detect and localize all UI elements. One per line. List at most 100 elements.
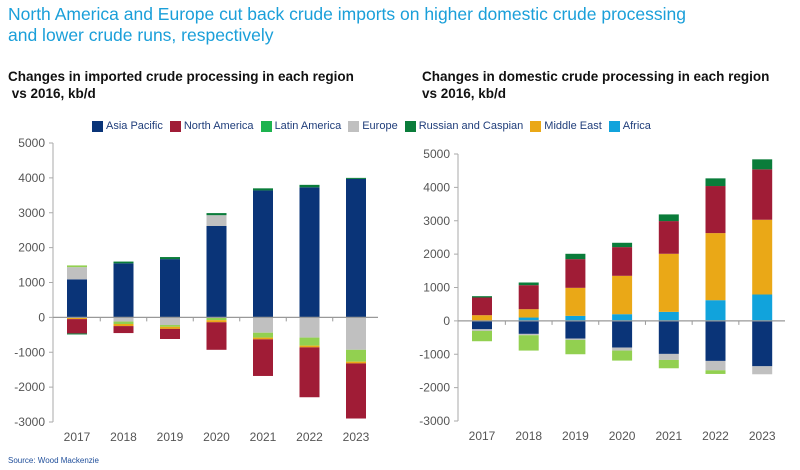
legend-swatch <box>169 120 181 132</box>
x-tick-label: 2023 <box>749 429 776 443</box>
legend-item: Asia Pacific <box>92 120 163 132</box>
bar-segment-asia-pacific <box>206 226 227 318</box>
y-tick-label: 4000 <box>18 171 45 185</box>
bar-segment-africa <box>705 300 726 321</box>
bar-segment-north-america <box>346 363 366 419</box>
bar-segment-middle-east <box>206 320 227 323</box>
legend-label: Asia Pacific <box>106 120 163 132</box>
bar-segment-latin-america <box>658 359 679 369</box>
bar-segment-europe <box>67 267 87 280</box>
title-line-2: and lower crude runs, respectively <box>8 25 274 45</box>
bar-segment-middle-east <box>472 315 492 321</box>
y-tick-label: 4000 <box>423 180 450 194</box>
bar-segment-europe <box>705 360 726 371</box>
y-tick-label: 0 <box>38 310 45 324</box>
x-tick-label: 2017 <box>469 429 496 443</box>
x-tick-label: 2022 <box>702 429 729 443</box>
bar-segment-latin-america <box>612 350 633 361</box>
x-tick-label: 2020 <box>203 430 230 444</box>
bar-segment-asia-pacific <box>160 259 180 318</box>
bar-segment-latin-america <box>113 321 134 325</box>
bar-segment-latin-america <box>253 332 273 338</box>
bar-segment-europe <box>565 338 586 340</box>
bar-segment-europe <box>612 347 633 351</box>
bar-segment-latin-america <box>518 335 539 351</box>
bar-segment-latin-america <box>160 325 180 327</box>
bar-segment-asia-pacific <box>299 187 320 318</box>
x-tick-label: 2017 <box>64 430 91 444</box>
bar-segment-north-america <box>472 297 492 316</box>
bar-segment-asia-pacific <box>705 320 726 361</box>
bar-segment-africa <box>658 311 679 321</box>
y-tick-label: 3000 <box>423 214 450 228</box>
bar-segment-north-america <box>67 319 87 334</box>
bar-segment-middle-east <box>253 337 273 340</box>
legend-item: Russian and Caspian <box>404 120 524 132</box>
bar-segment-asia-pacific <box>113 263 134 318</box>
legend-label: Middle East <box>544 120 602 132</box>
bar-segment-russian-and-caspian <box>67 333 87 335</box>
bar-segment-asia-pacific <box>565 320 586 339</box>
bar-segment-europe <box>472 329 492 331</box>
legend-swatch <box>260 120 272 132</box>
right-chart-title-line2: vs 2016, kb/d <box>422 86 507 101</box>
bar-segment-europe <box>253 317 273 333</box>
legend-swatch <box>404 120 416 132</box>
y-tick-label: 2000 <box>423 247 450 261</box>
bar-segment-europe <box>299 317 320 338</box>
x-tick-label: 2019 <box>157 430 184 444</box>
legend: Asia Pacific North America Latin America Eu… <box>92 120 651 132</box>
bar-segment-russian-and-caspian <box>346 177 366 179</box>
bar-segment-asia-pacific <box>67 279 87 318</box>
legend-label: Europe <box>362 120 398 132</box>
bar-segment-north-america <box>565 259 586 288</box>
bar-segment-middle-east <box>658 253 679 312</box>
left-chart-title: Changes in imported crude processing in … <box>8 68 354 102</box>
bar-segment-latin-america <box>705 370 726 374</box>
x-tick-label: 2023 <box>343 430 370 444</box>
y-tick-label: -3000 <box>14 415 45 429</box>
bar-segment-asia-pacific <box>346 178 366 318</box>
title-line-1: North America and Europe cut back crude … <box>8 4 686 24</box>
y-tick-label: -3000 <box>419 414 450 428</box>
bar-segment-asia-pacific <box>612 320 633 348</box>
x-tick-label: 2019 <box>562 429 589 443</box>
bar-segment-north-america <box>160 328 180 339</box>
bar-segment-russian-and-caspian <box>518 282 539 286</box>
y-tick-label: -2000 <box>419 381 450 395</box>
legend-label: North America <box>183 120 254 132</box>
legend-label: Africa <box>622 120 651 132</box>
bar-segment-north-america <box>518 285 539 310</box>
bar-segment-latin-america <box>206 317 227 321</box>
bar-segment-north-america <box>253 339 273 376</box>
y-tick-label: -1000 <box>419 347 450 361</box>
bar-segment-middle-east <box>752 219 773 295</box>
bar-segment-europe <box>206 215 227 227</box>
y-tick-label: 2000 <box>18 241 45 255</box>
right-chart-title-line1: Changes in domestic crude processing in … <box>422 69 770 84</box>
legend-swatch <box>608 120 620 132</box>
legend-label: Latin America <box>274 120 342 132</box>
y-tick-label: 1000 <box>18 276 45 290</box>
bar-segment-russian-and-caspian <box>113 261 134 264</box>
bar-segment-north-america <box>299 347 320 398</box>
bar-segment-europe <box>113 317 134 322</box>
bar-segment-russian-and-caspian <box>658 214 679 222</box>
legend-label: Russian and Caspian <box>418 120 524 132</box>
bar-segment-middle-east <box>346 361 366 364</box>
y-tick-label: 5000 <box>18 136 45 150</box>
bar-segment-europe <box>658 353 679 360</box>
left-chart-title-line1: Changes in imported crude processing in … <box>8 69 354 84</box>
legend-swatch <box>530 120 542 132</box>
bar-segment-north-america <box>206 322 227 350</box>
bar-segment-africa <box>518 317 539 321</box>
bar-segment-russian-and-caspian <box>705 178 726 187</box>
legend-item: Latin America <box>260 120 342 132</box>
legend-item: Africa <box>608 120 651 132</box>
bar-segment-asia-pacific <box>658 320 679 354</box>
bar-segment-russian-and-caspian <box>299 184 320 188</box>
legend-item: Middle East <box>530 120 602 132</box>
bar-segment-latin-america <box>299 337 320 346</box>
